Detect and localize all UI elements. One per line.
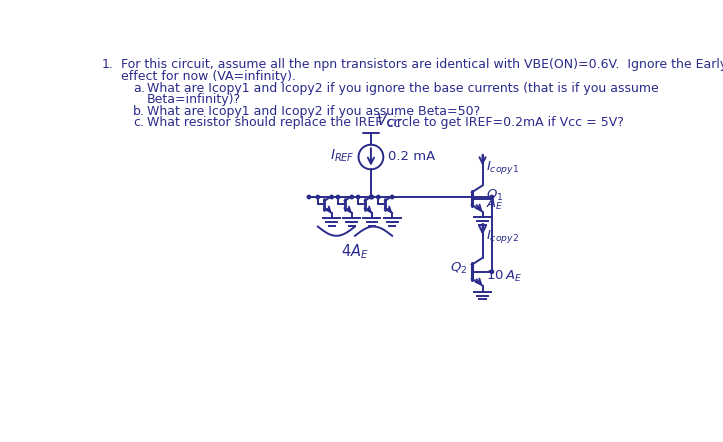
Text: What are Icopy1 and Icopy2 if you assume Beta=50?: What are Icopy1 and Icopy2 if you assume…: [147, 105, 480, 118]
Circle shape: [336, 195, 340, 199]
Circle shape: [377, 195, 380, 199]
Text: $I_{copy1}$: $I_{copy1}$: [487, 159, 519, 175]
Text: 1.: 1.: [102, 58, 114, 72]
Text: What resistor should replace the IREF circle to get IREF=0.2mA if Vcc = 5V?: What resistor should replace the IREF ci…: [147, 116, 624, 129]
Circle shape: [330, 195, 333, 199]
Text: For this circuit, assume all the npn transistors are identical with VBE(ON)=0.6V: For this circuit, assume all the npn tra…: [121, 58, 723, 72]
Text: b.: b.: [133, 105, 145, 118]
Text: $I_{REF}$: $I_{REF}$: [330, 148, 355, 164]
Circle shape: [490, 270, 494, 274]
Text: $A_E$: $A_E$: [486, 196, 503, 212]
Circle shape: [370, 195, 374, 199]
Circle shape: [390, 195, 394, 199]
Circle shape: [356, 195, 360, 199]
Text: $Q_2$: $Q_2$: [450, 261, 468, 276]
Text: $4A_E$: $4A_E$: [341, 242, 369, 261]
Text: 0.2 mA: 0.2 mA: [388, 150, 435, 163]
Text: effect for now (VA=infinity).: effect for now (VA=infinity).: [121, 70, 296, 83]
Text: What are Icopy1 and Icopy2 if you ignore the base currents (that is if you assum: What are Icopy1 and Icopy2 if you ignore…: [147, 81, 659, 95]
Circle shape: [316, 195, 320, 199]
Circle shape: [350, 195, 354, 199]
Circle shape: [490, 195, 494, 199]
Text: $10\,A_E$: $10\,A_E$: [486, 269, 521, 284]
Text: Beta=infinity)?: Beta=infinity)?: [147, 93, 241, 106]
Text: c.: c.: [133, 116, 144, 129]
Text: a.: a.: [133, 81, 145, 95]
Text: $V_{CC}$: $V_{CC}$: [377, 111, 403, 130]
Text: $I_{copy2}$: $I_{copy2}$: [487, 228, 519, 245]
Circle shape: [369, 195, 372, 199]
Circle shape: [307, 195, 311, 199]
Text: $Q_1$: $Q_1$: [486, 188, 503, 203]
